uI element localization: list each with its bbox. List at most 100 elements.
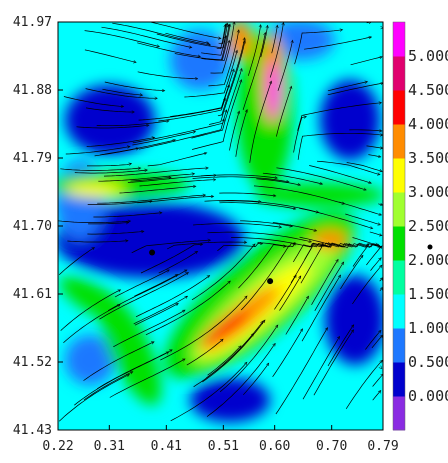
colorbar-swatch <box>393 90 405 125</box>
streamline <box>204 200 261 201</box>
streamline <box>277 41 293 91</box>
x-tick-label: 0.79 <box>367 439 398 454</box>
streamline <box>272 329 303 378</box>
streamline <box>139 111 226 150</box>
streamline <box>134 275 177 297</box>
streamline <box>202 321 264 383</box>
streamline <box>349 130 381 131</box>
streamline <box>368 154 380 157</box>
streamline <box>294 30 342 65</box>
streamline <box>302 337 339 400</box>
streamline <box>378 204 382 205</box>
y-tick-label: 41.61 <box>13 287 52 302</box>
streamline <box>207 346 241 376</box>
streamline <box>274 276 295 310</box>
streamline <box>346 162 382 172</box>
streamline <box>58 248 94 276</box>
streamline <box>338 201 381 215</box>
streamline <box>209 41 245 125</box>
streamline <box>192 80 241 150</box>
streamline <box>135 276 209 318</box>
streamline <box>269 23 283 78</box>
colorbar-tick-label: 5.000 <box>408 47 448 65</box>
streamline <box>98 174 194 182</box>
streamline <box>109 359 185 398</box>
colorbar-tick-label: 2.000 <box>408 251 448 269</box>
streamline <box>150 22 220 38</box>
streamline <box>160 297 246 361</box>
colorbar-swatch <box>393 260 405 295</box>
streamline <box>192 176 289 182</box>
streamline <box>229 112 240 151</box>
streamline <box>285 297 309 335</box>
colorbar-tick-label: 2.500 <box>408 217 448 235</box>
streamline <box>231 237 330 248</box>
streamline <box>370 258 381 271</box>
streamline <box>219 326 277 393</box>
streamline <box>298 207 372 228</box>
streamline <box>100 140 175 156</box>
streamline <box>257 243 296 247</box>
streamline <box>137 71 198 79</box>
streamline <box>191 244 255 301</box>
y-tick-label: 41.43 <box>13 423 52 438</box>
x-axis: 0.22 0.31 0.41 0.51 0.60 0.70 0.79 <box>42 425 399 454</box>
y-tick-label: 41.79 <box>13 151 52 166</box>
streamline <box>262 172 322 184</box>
streamline <box>139 180 216 187</box>
streamline <box>85 107 134 112</box>
x-tick-label: 0.60 <box>259 439 290 454</box>
stray-dot <box>427 244 433 250</box>
streamline <box>200 174 277 178</box>
streamline <box>84 30 159 47</box>
streamline <box>242 33 265 111</box>
streamline <box>379 288 383 292</box>
streamline <box>240 243 295 311</box>
colorbar-swatch <box>393 226 405 261</box>
streamline <box>276 167 365 190</box>
colorbar-tick-label: 3.000 <box>408 183 448 201</box>
colorbar-swatch <box>393 396 405 431</box>
streamline <box>372 374 383 387</box>
streamline <box>311 260 338 305</box>
streamline <box>201 25 229 61</box>
streamline <box>208 31 238 87</box>
streamline <box>138 85 230 121</box>
colorbar-tick-label: 1.000 <box>408 319 448 337</box>
streamline <box>240 220 292 227</box>
streamline <box>158 99 225 122</box>
colorbar-tick-label: 0.500 <box>408 353 448 371</box>
streamline <box>314 263 344 311</box>
streamline <box>145 281 230 336</box>
streamline <box>327 83 383 96</box>
streamline <box>58 375 129 422</box>
streamline <box>352 266 381 305</box>
streamline <box>201 24 227 56</box>
heatmap-field <box>58 22 383 430</box>
streamline <box>147 153 207 167</box>
colorbar-tick-label: 4.500 <box>408 81 448 99</box>
streamline <box>88 223 128 224</box>
streamline <box>275 328 327 415</box>
streamline <box>235 110 247 157</box>
streamline <box>292 242 380 263</box>
x-tick-label: 0.22 <box>42 439 73 454</box>
streamline <box>156 33 226 49</box>
streamline <box>272 222 316 231</box>
streamline <box>243 364 268 396</box>
streamline <box>87 231 143 235</box>
colorbar-swatch <box>393 158 405 193</box>
streamline <box>134 304 178 326</box>
streamline <box>96 350 172 390</box>
scalar-field <box>58 22 383 422</box>
x-tick-label: 0.31 <box>94 439 125 454</box>
streamline <box>174 25 230 61</box>
colorbar-swatch <box>393 56 405 91</box>
streamline <box>210 22 235 74</box>
streamline <box>206 344 275 417</box>
streamline <box>193 334 254 388</box>
streamline <box>316 160 379 174</box>
streamline <box>58 221 130 223</box>
streamline <box>102 88 141 95</box>
